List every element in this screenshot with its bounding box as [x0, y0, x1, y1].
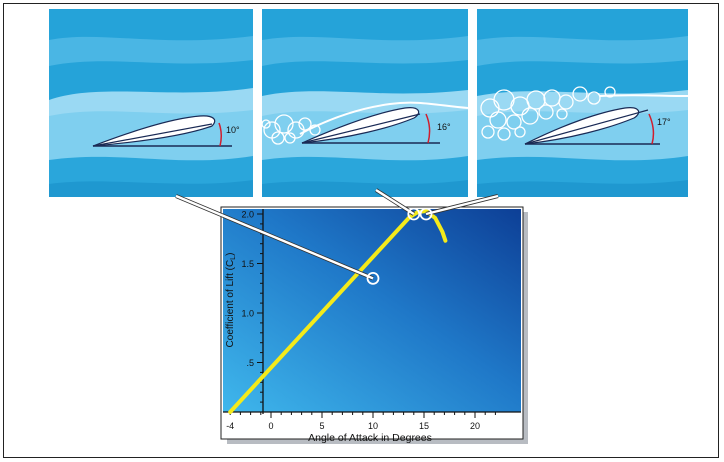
airfoil-panel-3: 17° [477, 9, 688, 197]
separated-flow-line [299, 101, 468, 135]
airfoil-panel-2: 16° [262, 9, 468, 197]
x-tick-label: 10 [368, 421, 378, 431]
panel-connectors [175, 188, 499, 281]
x-tick-label: 20 [470, 421, 480, 431]
y-tick-label: 2.0 [241, 210, 254, 220]
y-axis-ticks: .5 1.0 1.5 2.0 [241, 210, 263, 403]
plot-area [223, 209, 521, 412]
turbulence-swirls [262, 114, 321, 145]
curve-marker [366, 271, 380, 285]
curve-marker [407, 207, 421, 221]
airfoil-shape [524, 107, 640, 145]
x-tick-label: 0 [268, 421, 273, 431]
y-tick-label: 1.0 [241, 309, 254, 319]
angle-label: 17° [657, 117, 671, 127]
connector-line [425, 194, 499, 216]
airfoil-shape [92, 115, 216, 147]
curve-marker [419, 207, 433, 221]
figure-border [3, 3, 719, 458]
angle-label: 10° [226, 125, 240, 135]
x-tick-label: 5 [319, 421, 324, 431]
curve-markers [366, 207, 433, 285]
angle-arc [648, 113, 655, 145]
y-tick-label: .5 [246, 358, 254, 368]
connector-line [175, 194, 374, 280]
y-axis-label: Coefficient of Lift (CL) [225, 253, 237, 348]
airfoil-shape [301, 107, 420, 144]
airfoil-panel-1: 10° [49, 9, 253, 197]
x-axis-label: Angle of Attack in Degrees [308, 432, 432, 444]
angle-arc [218, 122, 223, 147]
y-tick-label: 1.5 [241, 259, 254, 269]
x-axis-ticks: -4 0 5 10 15 20 [226, 412, 496, 431]
x-tick-label: -4 [226, 421, 234, 431]
x-tick-label: 15 [419, 421, 429, 431]
connector-line [375, 188, 415, 216]
lift-chart: -4 0 5 10 15 20 .5 1.0 1.5 2.0 Angle of Attack i… [175, 188, 528, 444]
turbulence-swirls [480, 86, 616, 141]
angle-arc [425, 113, 431, 144]
separated-flow-line [599, 94, 688, 97]
angle-label: 16° [437, 122, 451, 132]
chart-axes [223, 209, 521, 414]
